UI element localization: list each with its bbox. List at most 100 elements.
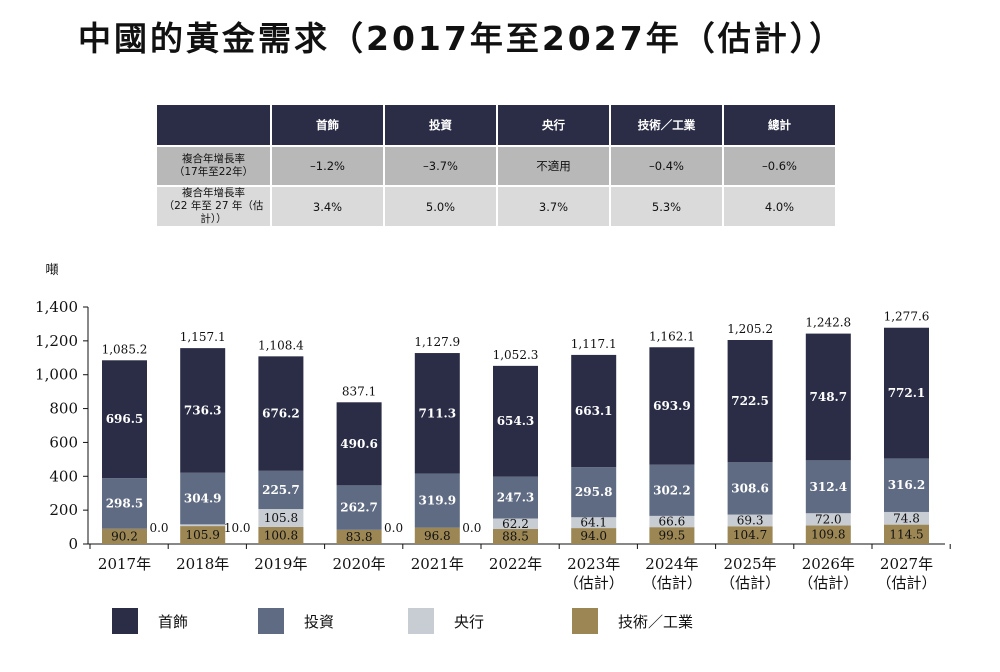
data-label-investment: 298.5	[106, 496, 144, 510]
x-tick-label: 2018年	[176, 555, 229, 573]
legend-label: 央行	[454, 612, 485, 631]
table-header-jewelry: 首飾	[271, 105, 385, 146]
y-axis-label: 噸	[45, 263, 58, 278]
data-label-jewelry: 654.3	[497, 414, 535, 428]
bar-segment-jewelry	[414, 353, 460, 474]
legend-item-jewelry: 首飾	[112, 608, 188, 634]
table-row: 複合年增長率 （17年至22年） –1.2% –3.7% 不適用 –0.4% –…	[157, 145, 837, 186]
table-row: 複合年增長率 （22 年至 27 年（估計）） 3.4% 5.0% 3.7% 5…	[157, 185, 837, 226]
bar-segment-investment	[493, 476, 538, 519]
bar-segment-jewelry	[727, 339, 773, 463]
x-tick-label: （估計）	[798, 574, 858, 592]
table-cell: 5.3%	[610, 185, 724, 226]
bar-segment-jewelry	[102, 360, 147, 479]
row-label-line1: 複合年增長率	[182, 153, 245, 165]
x-tick-label: 2019年	[254, 555, 307, 573]
data-label-investment: 319.9	[419, 494, 457, 508]
data-label-tech: 105.9	[186, 528, 220, 542]
y-tick-label: 0	[68, 535, 78, 553]
y-tick-label: 200	[49, 501, 78, 519]
table-header-row: 首飾 投資 央行 技術／工業 總計	[157, 105, 837, 146]
x-tick-label: 2027年	[880, 555, 933, 573]
bar-segment-tech	[649, 527, 695, 544]
data-label-jewelry: 722.5	[731, 394, 769, 408]
table-cell: 4.0%	[723, 185, 837, 226]
bar-segment-tech	[727, 526, 773, 544]
x-tick-label: （估計）	[720, 574, 780, 592]
x-tick-label: 2026年	[802, 555, 855, 573]
bar-segment-investment	[414, 473, 460, 528]
x-tick-label: （估計）	[564, 574, 624, 592]
data-label-tech: 88.5	[502, 530, 529, 544]
data-label-tech: 99.5	[659, 529, 686, 543]
bar-segment-investment	[571, 467, 617, 518]
bar-segment-jewelry	[805, 333, 851, 461]
data-label-jewelry: 490.6	[340, 437, 378, 451]
data-label-central-bank: 69.3	[737, 513, 764, 527]
bar-segment-jewelry	[649, 347, 695, 465]
data-label-tech: 114.5	[889, 527, 923, 541]
table-cell: 5.0%	[384, 185, 498, 226]
bar-segment-central-bank	[493, 518, 538, 530]
data-label-central-bank: 74.8	[893, 511, 920, 525]
table-cell: 3.7%	[497, 185, 611, 226]
data-label-investment: 308.6	[731, 481, 769, 495]
data-label-jewelry: 663.1	[575, 404, 613, 418]
legend-item-central-bank: 央行	[408, 608, 484, 634]
table-cell: 3.4%	[271, 185, 385, 226]
x-tick-label: （估計）	[876, 574, 936, 592]
bar-segment-investment	[884, 458, 929, 512]
data-label-jewelry: 748.7	[810, 390, 848, 404]
chart-title: 中國的黃金需求（2017年至2027年（估計））	[78, 19, 846, 58]
table-header-central-bank: 央行	[497, 105, 611, 146]
table-header-total: 總計	[723, 105, 837, 146]
data-label-central-bank: 72.0	[815, 512, 842, 526]
data-label-jewelry: 736.3	[184, 403, 222, 417]
y-tick-label: 1,000	[35, 366, 78, 384]
bar-segment-tech	[180, 526, 226, 544]
legend-swatch-investment	[258, 608, 284, 634]
bar-segment-jewelry	[493, 365, 538, 477]
bar-segment-jewelry	[336, 402, 382, 486]
legend-label: 技術／工業	[618, 612, 694, 631]
data-label-tech: 96.8	[424, 529, 451, 543]
stacked-bar-chart: 噸 0 200 400 600 800 1,000 1,200 1,400 90.2 0.0 298.…	[35, 263, 951, 592]
legend-label: 投資	[304, 612, 335, 631]
data-label-tech: 94.0	[580, 529, 607, 543]
data-label-tech: 109.8	[811, 528, 845, 542]
data-label-central-bank: 105.8	[264, 511, 298, 525]
bar-segment-investment	[805, 460, 851, 514]
x-tick-label: 2021年	[411, 555, 464, 573]
bar-segment-jewelry	[180, 348, 226, 473]
total-label: 1,108.4	[258, 338, 304, 352]
total-label: 1,052.3	[493, 348, 539, 362]
x-tick-label: 2020年	[333, 555, 386, 573]
data-label-investment: 262.7	[340, 501, 378, 515]
table-row-label: 複合年增長率 （22 年至 27 年（估計））	[157, 185, 272, 226]
row-label-line2: （22 年至 27 年（估計））	[163, 200, 264, 225]
data-label-investment: 302.2	[653, 483, 691, 497]
total-label: 1,085.2	[102, 342, 148, 356]
data-label-jewelry: 772.1	[888, 386, 926, 400]
legend-item-investment: 投資	[258, 608, 334, 634]
total-label: 1,277.6	[884, 310, 930, 324]
bar-segment-tech	[805, 525, 851, 544]
data-label-investment: 304.9	[184, 492, 222, 506]
data-label-jewelry: 696.5	[106, 412, 144, 426]
total-label: 1,117.1	[571, 337, 617, 351]
bar-segment-tech	[493, 529, 538, 544]
bar-segment-central-bank	[805, 513, 851, 526]
x-tick-label: 2022年	[489, 555, 542, 573]
table-cell: –0.6%	[723, 145, 837, 186]
table-header-tech: 技術／工業	[610, 105, 724, 146]
data-label-central-bank: 64.1	[580, 516, 607, 530]
legend-swatch-jewelry	[112, 608, 138, 634]
bar-segment-tech	[884, 524, 929, 544]
bar-segment-central-bank	[649, 515, 695, 528]
data-label-central-bank: 0.0	[462, 521, 481, 535]
table-cell: –3.7%	[384, 145, 498, 186]
data-label-tech: 100.8	[264, 528, 298, 542]
cagr-table: 首飾 投資 央行 技術／工業 總計 複合年增長率 （17年至22年） –1.2%…	[157, 105, 837, 226]
x-tick-label: 2017年	[98, 555, 151, 573]
bar-segment-jewelry	[258, 356, 304, 471]
